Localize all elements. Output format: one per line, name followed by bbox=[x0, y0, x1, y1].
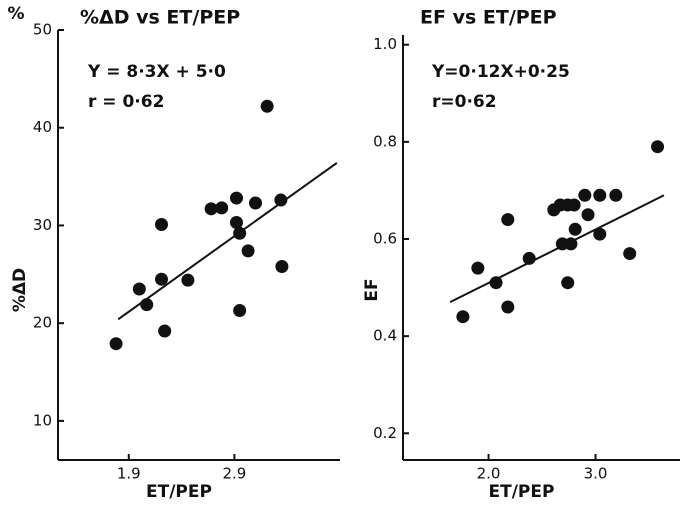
y-tick-label: 0.6 bbox=[373, 230, 397, 248]
point bbox=[581, 208, 595, 222]
point bbox=[471, 261, 485, 275]
y-tick-label: 40 bbox=[33, 118, 52, 136]
point bbox=[651, 140, 665, 154]
y-tick-label: 30 bbox=[33, 216, 52, 234]
y-tick-label: 0.8 bbox=[373, 132, 397, 150]
point bbox=[233, 226, 247, 240]
point bbox=[241, 244, 255, 258]
point bbox=[275, 260, 289, 273]
point bbox=[593, 188, 607, 202]
point bbox=[181, 273, 195, 287]
point bbox=[229, 191, 243, 205]
x-axis-label: ET/PEP bbox=[489, 482, 555, 502]
y-tick-label: 1.0 bbox=[373, 35, 397, 53]
point bbox=[109, 337, 123, 351]
chart-title: EF vs ET/PEP bbox=[420, 7, 557, 29]
fit-line bbox=[117, 162, 338, 321]
point bbox=[155, 217, 169, 231]
point bbox=[609, 188, 623, 202]
point bbox=[522, 251, 536, 265]
point bbox=[132, 282, 146, 296]
point bbox=[229, 216, 243, 230]
point bbox=[158, 324, 172, 338]
y-axis-label: %ΔD bbox=[10, 268, 30, 312]
x-tick-label: 1.9 bbox=[117, 465, 141, 483]
annotation: Y=0·12X+0·25 bbox=[431, 62, 570, 82]
x-tick-label: 3.0 bbox=[584, 465, 608, 483]
point bbox=[593, 227, 607, 241]
fit-line bbox=[449, 194, 665, 304]
point bbox=[567, 198, 581, 212]
annotation: r = 0·62 bbox=[88, 92, 164, 112]
point bbox=[578, 188, 592, 202]
y-tick-label: 0.4 bbox=[373, 327, 397, 345]
chart-title: %ΔD vs ET/PEP bbox=[80, 7, 240, 29]
y-axis-label: EF bbox=[362, 278, 382, 301]
annotation: Y = 8·3X + 5·0 bbox=[87, 62, 226, 82]
point bbox=[623, 247, 637, 261]
point bbox=[249, 196, 263, 210]
point bbox=[260, 99, 274, 113]
y-tick-label: 20 bbox=[33, 314, 52, 332]
point bbox=[204, 202, 218, 216]
y-tick-label: 0.2 bbox=[373, 424, 397, 442]
point bbox=[561, 276, 575, 290]
x-axis-label: ET/PEP bbox=[146, 482, 212, 502]
x-tick-label: 2.0 bbox=[477, 465, 501, 483]
y-unit: % bbox=[7, 4, 24, 24]
y-tick-label: 10 bbox=[33, 411, 52, 429]
point bbox=[456, 310, 470, 324]
point bbox=[489, 276, 503, 290]
point bbox=[501, 213, 515, 227]
point bbox=[140, 298, 154, 312]
point bbox=[568, 222, 582, 236]
y-tick-label: 50 bbox=[33, 21, 52, 39]
point bbox=[274, 193, 288, 207]
point bbox=[501, 300, 515, 314]
point bbox=[233, 303, 247, 317]
point bbox=[155, 272, 169, 286]
point bbox=[564, 237, 578, 251]
annotation: r=0·62 bbox=[432, 92, 497, 112]
point bbox=[215, 201, 229, 215]
x-tick-label: 2.9 bbox=[222, 465, 246, 483]
